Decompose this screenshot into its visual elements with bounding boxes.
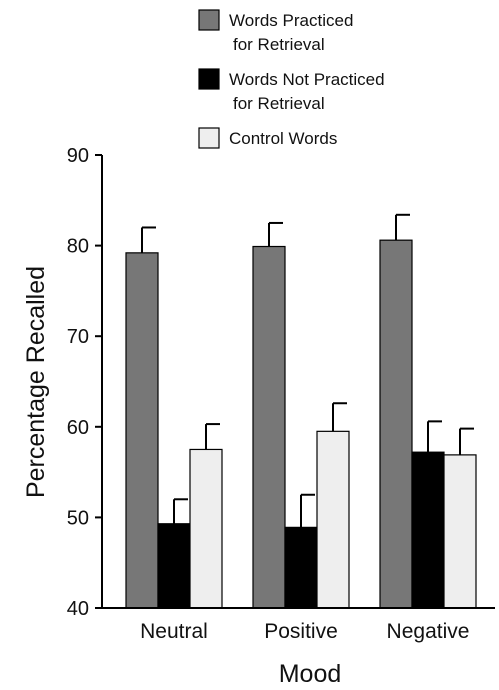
legend-label: Words Practiced bbox=[229, 11, 353, 30]
y-axis-label: Percentage Recalled bbox=[22, 266, 50, 498]
legend-label: Control Words bbox=[229, 129, 337, 148]
legend-swatch bbox=[198, 127, 220, 149]
bar bbox=[189, 448, 223, 609]
legend-label: for Retrieval bbox=[233, 94, 325, 113]
bar bbox=[157, 523, 191, 609]
legend: Words Practiced for Retrieval Words Not Pr… bbox=[198, 9, 385, 149]
axes bbox=[101, 155, 495, 609]
y-tick-label: 90 bbox=[67, 145, 89, 167]
legend-swatch bbox=[198, 68, 220, 90]
x-category-label: Neutral bbox=[140, 620, 208, 643]
y-tick-label: 80 bbox=[67, 236, 89, 258]
bars bbox=[125, 239, 477, 609]
x-category-label: Negative bbox=[387, 620, 470, 643]
bar bbox=[252, 245, 286, 609]
y-ticks: 40 50 60 70 80 90 bbox=[67, 145, 102, 620]
bar bbox=[411, 451, 445, 609]
bar bbox=[284, 526, 318, 609]
x-category-label: Positive bbox=[264, 620, 338, 643]
x-axis-label: Mood bbox=[279, 660, 342, 688]
error-bars bbox=[141, 213, 474, 528]
y-tick-label: 60 bbox=[67, 417, 89, 439]
legend-label: for Retrieval bbox=[233, 35, 325, 54]
bar bbox=[379, 239, 413, 609]
bar bbox=[125, 252, 159, 609]
bar bbox=[443, 454, 477, 609]
y-tick-label: 50 bbox=[67, 507, 89, 529]
legend-swatch bbox=[198, 9, 220, 31]
bar bbox=[316, 430, 350, 609]
y-tick-label: 70 bbox=[67, 326, 89, 348]
y-tick-label: 40 bbox=[67, 598, 89, 620]
x-categories: Neutral Positive Negative bbox=[140, 620, 469, 643]
legend-label: Words Not Practiced bbox=[229, 70, 385, 89]
